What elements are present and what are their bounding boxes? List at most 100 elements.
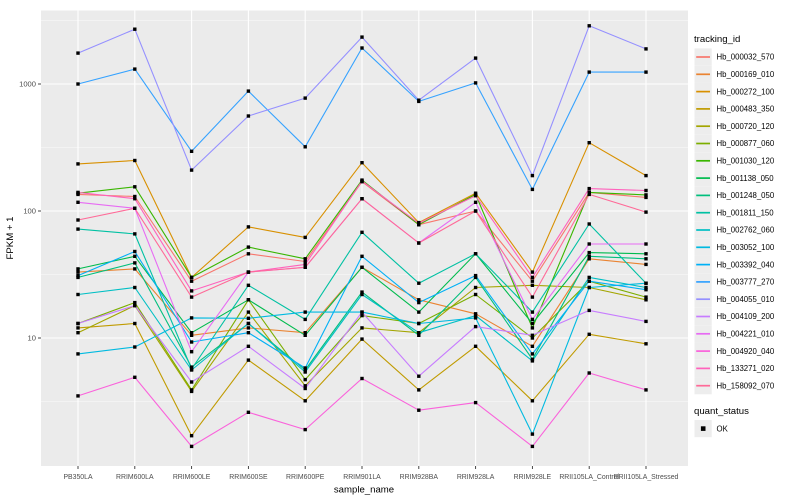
data-point [360, 310, 364, 314]
data-point [473, 209, 478, 213]
data-point [473, 275, 478, 280]
legend-title-tracking-id: tracking_id [694, 34, 740, 45]
data-point [246, 114, 251, 118]
data-point [133, 285, 137, 290]
data-point [189, 275, 194, 280]
data-point [644, 193, 648, 197]
data-point [303, 317, 307, 322]
data-point [644, 295, 648, 299]
legend-entry-Hb_158092_070: Hb_158092_070 [694, 377, 775, 395]
data-point [133, 300, 137, 305]
data-point [530, 310, 535, 314]
data-point [133, 206, 137, 210]
data-point [76, 51, 80, 55]
data-point [189, 295, 194, 299]
legend-entry-Hb_000169_010: Hb_000169_010 [694, 65, 775, 83]
legend-label: Hb_158092_070 [717, 381, 775, 390]
data-point [303, 384, 307, 388]
x-tick-label: RRIM600SE [229, 474, 268, 481]
data-point [189, 168, 194, 172]
data-point [417, 298, 421, 302]
data-point [189, 388, 194, 392]
data-point [530, 333, 535, 337]
data-point [303, 145, 307, 149]
data-point [189, 368, 194, 372]
data-point [76, 326, 80, 330]
data-point [530, 344, 535, 348]
data-point [473, 200, 478, 204]
data-point [76, 273, 80, 278]
legend-label: Hb_000032_570 [717, 53, 775, 62]
legend-entry-Hb_004055_010: Hb_004055_010 [694, 290, 775, 308]
data-point [587, 192, 591, 197]
data-point [303, 310, 307, 314]
data-point [76, 331, 80, 335]
data-point [303, 370, 307, 374]
legend-title-quant-status: quant_status [694, 406, 749, 417]
data-point [76, 275, 80, 280]
data-point [76, 267, 80, 271]
legend-entry-Hb_003052_100: Hb_003052_100 [694, 238, 775, 256]
data-point [473, 273, 478, 278]
data-point [76, 82, 80, 86]
data-point [133, 158, 137, 163]
axis-ticks [38, 83, 647, 469]
data-point [303, 368, 307, 372]
data-point [303, 235, 307, 240]
legend-label: Hb_001811_150 [717, 208, 775, 217]
x-tick-label: RRIM928BA [400, 474, 439, 481]
data-point [246, 252, 251, 256]
data-point [530, 326, 535, 330]
x-tick-label: PB350LA [63, 474, 93, 481]
data-point [530, 279, 535, 283]
legend-label: Hb_001248_050 [717, 191, 775, 200]
data-point [246, 410, 251, 414]
data-point [473, 194, 478, 198]
x-axis-title: sample_name [334, 485, 394, 496]
data-point [189, 365, 194, 369]
legend-label: Hb_003392_040 [717, 260, 775, 269]
legend-label: Hb_004055_010 [717, 295, 775, 304]
legend-entry-Hb_001030_120: Hb_001030_120 [694, 152, 775, 170]
data-point [133, 321, 137, 326]
legend-label: Hb_004221_010 [717, 330, 775, 339]
data-point [644, 70, 648, 74]
data-point [303, 96, 307, 100]
data-point [76, 190, 80, 195]
data-point [360, 230, 364, 234]
data-point [587, 285, 591, 290]
data-point [587, 141, 591, 145]
data-point [587, 254, 591, 258]
y-tick-label: 100 [23, 207, 36, 216]
data-point [303, 259, 307, 264]
data-point [76, 394, 80, 398]
data-point [360, 376, 364, 381]
data-point [644, 298, 648, 302]
data-point [473, 285, 478, 290]
data-point [473, 312, 478, 316]
legend-entry-Hb_002762_060: Hb_002762_060 [694, 221, 775, 239]
data-point [246, 316, 251, 320]
legend-entry-Hb_133271_020: Hb_133271_020 [694, 359, 775, 377]
data-point [587, 371, 591, 375]
data-point [246, 358, 251, 362]
data-point [189, 149, 194, 153]
data-point [417, 408, 421, 412]
data-point [587, 279, 591, 283]
data-point [360, 313, 364, 318]
legend-label: Hb_002762_060 [717, 226, 775, 235]
legend-label: Hb_000877_060 [717, 139, 775, 148]
data-point [644, 210, 648, 214]
data-point [587, 250, 591, 255]
data-point [189, 340, 194, 344]
data-point [246, 283, 251, 287]
data-point [473, 316, 478, 320]
data-point [587, 242, 591, 246]
data-point [133, 375, 137, 379]
data-point [587, 308, 591, 313]
data-point [133, 249, 137, 254]
data-point [360, 35, 364, 39]
data-point [417, 388, 421, 392]
legend-entry-Hb_004109_200: Hb_004109_200 [694, 307, 775, 326]
data-point [133, 197, 137, 201]
